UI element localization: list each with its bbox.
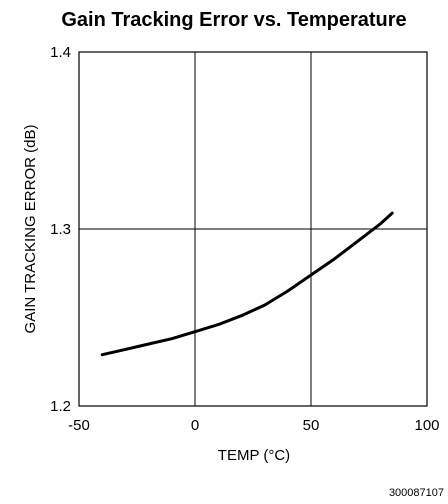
x-tick-label: 0 xyxy=(191,417,199,434)
y-axis-label: GAIN TRACKING ERROR (dB) xyxy=(22,125,39,334)
grid-lines xyxy=(79,52,427,406)
y-tick-label: 1.3 xyxy=(50,221,71,238)
figure-id: 300087107 xyxy=(389,487,444,499)
tick-labels: -50 0 50 100 1.2 1.3 1.4 xyxy=(50,44,439,434)
x-axis-label: TEMP (°C) xyxy=(218,447,290,464)
series-line xyxy=(100,211,394,357)
chart-title: Gain Tracking Error vs. Temperature xyxy=(61,9,406,31)
y-tick-label: 1.2 xyxy=(50,398,71,415)
y-tick-label: 1.4 xyxy=(50,44,71,61)
x-tick-label: 50 xyxy=(303,417,320,434)
plot-frame xyxy=(78,51,428,407)
x-tick-label: 100 xyxy=(414,417,439,434)
series-layer xyxy=(100,211,394,357)
x-tick-label: -50 xyxy=(68,417,90,434)
